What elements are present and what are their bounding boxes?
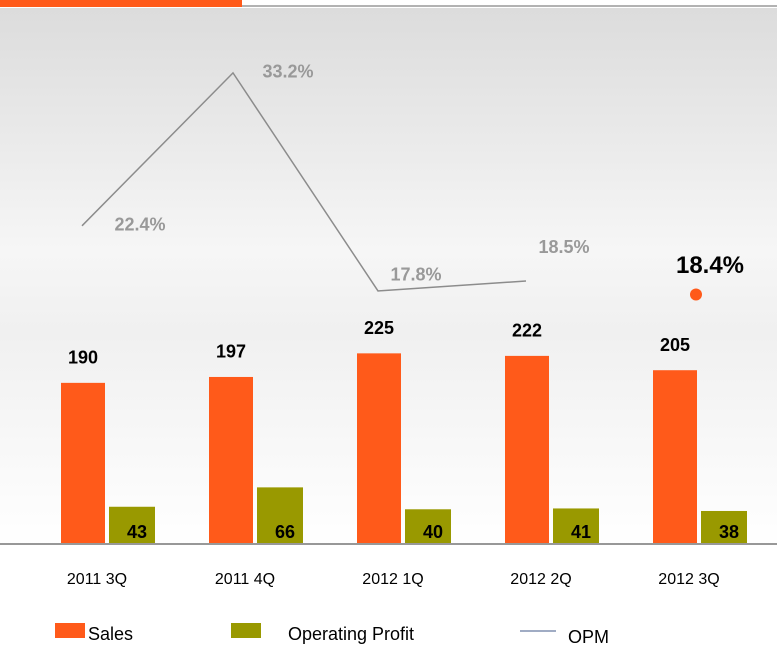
legend-label: Sales [88,624,133,644]
bar [61,382,105,543]
line-label: 22.4% [114,215,165,235]
bar [357,353,401,543]
x-tick-label: 2012 2Q [510,571,571,588]
bar [653,370,697,543]
line-label: 17.8% [390,265,441,285]
bar-label: 40 [423,522,443,542]
legend-label: Operating Profit [288,624,414,644]
bar-label: 197 [216,342,246,362]
bar-label: 38 [719,522,739,542]
bar-label: 190 [68,348,98,368]
bar-label: 41 [571,522,591,542]
bar [405,509,451,543]
x-tick-label: 2012 3Q [658,571,719,588]
header-tab [0,0,242,7]
line-label: 33.2% [262,62,313,82]
bar [209,376,253,543]
bar [257,487,303,543]
bar [553,508,599,543]
bar-label: 225 [364,318,394,338]
x-tick-label: 2011 3Q [67,571,127,588]
line-label: 18.5% [538,237,589,257]
bar-label: 222 [512,321,542,341]
line [81,71,527,292]
bar [701,510,747,543]
bar-label: 205 [660,335,690,355]
bar-label: 43 [127,522,147,542]
legend-label: OPM [568,627,609,647]
bar [505,355,549,543]
legend-swatch [231,623,261,638]
legend-swatch [55,623,85,638]
highlight-label: 18.4% [676,252,744,279]
bar-label: 66 [275,522,295,542]
x-tick-label: 2012 1Q [362,571,423,588]
highlight-point [690,288,702,301]
bar [109,506,155,543]
x-tick-label: 2011 4Q [215,571,275,588]
